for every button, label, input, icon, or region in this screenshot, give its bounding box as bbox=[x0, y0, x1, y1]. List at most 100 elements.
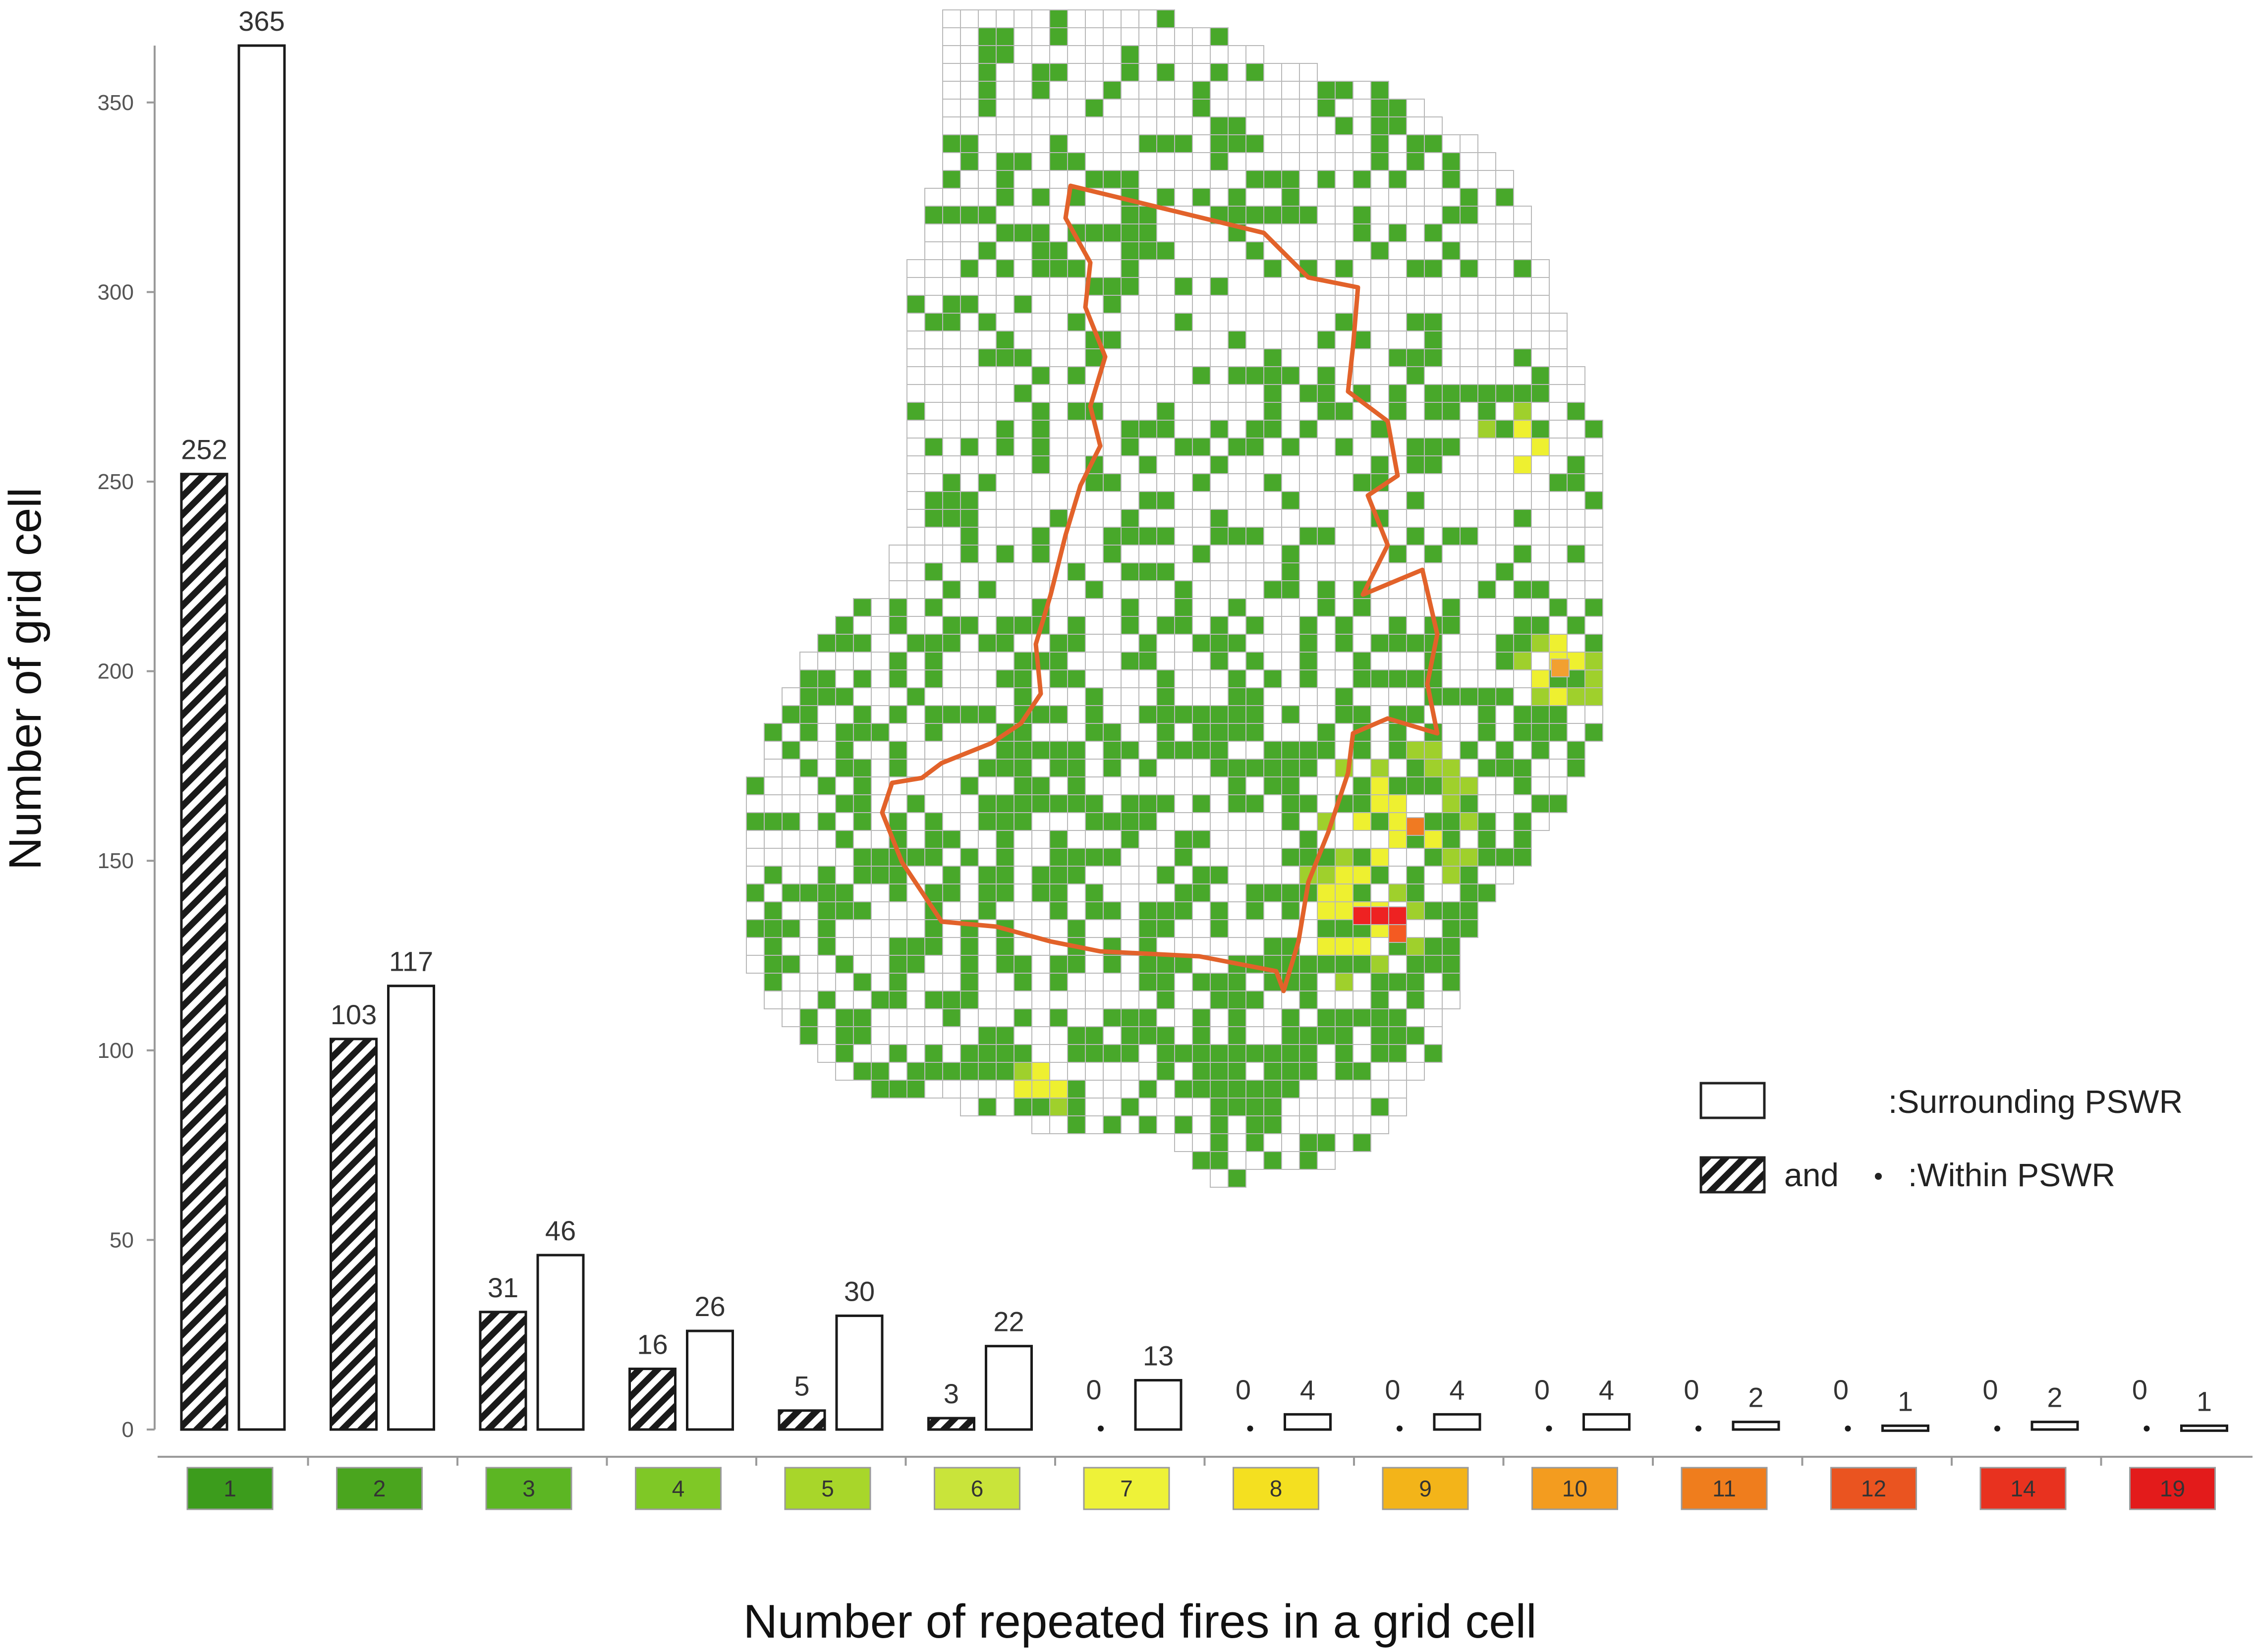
map-cell bbox=[1103, 223, 1122, 242]
map-cell bbox=[1424, 883, 1443, 902]
map-cell bbox=[1299, 473, 1318, 492]
map-cell bbox=[1156, 9, 1175, 28]
map-cell bbox=[1014, 937, 1032, 956]
pswr-boundary bbox=[880, 183, 1440, 993]
map-cell bbox=[1192, 901, 1211, 920]
map-cell bbox=[1477, 420, 1496, 439]
map-cell bbox=[1424, 1026, 1443, 1045]
map-cell bbox=[1388, 330, 1407, 349]
map-cell bbox=[1263, 259, 1282, 278]
bar-value-label: 4 bbox=[1300, 1374, 1315, 1405]
map-cell bbox=[1335, 438, 1353, 456]
map-cell bbox=[1460, 473, 1478, 492]
map-cell bbox=[1299, 313, 1318, 331]
map-cell bbox=[1513, 259, 1532, 278]
map-cell bbox=[1245, 794, 1264, 813]
map-cell bbox=[889, 1026, 907, 1045]
map-cell bbox=[960, 188, 979, 207]
map-cell bbox=[996, 330, 1015, 349]
map-cell bbox=[1049, 188, 1068, 207]
map-cell bbox=[1513, 848, 1532, 867]
map-cell bbox=[1245, 723, 1264, 742]
map-cell bbox=[1567, 723, 1585, 742]
map-cell bbox=[1228, 438, 1246, 456]
map-cell bbox=[1567, 759, 1585, 777]
bar-surrounding bbox=[985, 1345, 1033, 1431]
map-cell bbox=[1406, 883, 1425, 902]
map-cell bbox=[1460, 652, 1478, 670]
map-cell bbox=[1370, 366, 1389, 385]
map-cell bbox=[1335, 830, 1353, 849]
map-cell bbox=[853, 973, 872, 991]
map-cell bbox=[1156, 152, 1175, 171]
map-cell bbox=[1317, 348, 1336, 367]
map-cell bbox=[1460, 509, 1478, 528]
map-cell bbox=[1245, 705, 1264, 724]
map-cell bbox=[1210, 1008, 1229, 1027]
map-cell bbox=[1245, 99, 1264, 117]
map-cell bbox=[1442, 491, 1461, 510]
map-cell bbox=[1156, 99, 1175, 117]
map-cell bbox=[1121, 366, 1139, 385]
map-cell bbox=[1014, 491, 1032, 510]
map-cell bbox=[1085, 1026, 1104, 1045]
map-cell bbox=[1424, 170, 1443, 189]
map-cell bbox=[906, 527, 925, 546]
map-cell bbox=[996, 188, 1015, 207]
map-cell bbox=[1103, 438, 1122, 456]
map-cell bbox=[1138, 919, 1157, 938]
map-cell bbox=[1121, 1098, 1139, 1116]
map-cell bbox=[1317, 1080, 1336, 1099]
map-cell bbox=[1281, 99, 1300, 117]
bar-value-label: 0 bbox=[1982, 1374, 1998, 1405]
map-cell bbox=[1495, 330, 1514, 349]
map-cell bbox=[1103, 152, 1122, 171]
map-cell bbox=[942, 669, 961, 688]
map-cell bbox=[1513, 473, 1532, 492]
map-cell bbox=[1049, 491, 1068, 510]
map-cell bbox=[1299, 776, 1318, 795]
map-cell bbox=[1567, 402, 1585, 421]
map-cell bbox=[1281, 134, 1300, 153]
map-cell bbox=[1281, 491, 1300, 510]
map-cell bbox=[924, 1008, 943, 1027]
map-cell bbox=[835, 973, 854, 991]
map-cell bbox=[942, 438, 961, 456]
map-cell bbox=[1477, 223, 1496, 242]
map-cell bbox=[906, 277, 925, 296]
map-cell bbox=[1442, 652, 1461, 670]
map-cell bbox=[1299, 206, 1318, 224]
map-cell bbox=[889, 1062, 907, 1081]
map-cell bbox=[1317, 170, 1336, 189]
map-cell bbox=[1067, 545, 1086, 563]
map-cell bbox=[924, 1026, 943, 1045]
map-cell bbox=[1513, 402, 1532, 421]
map-cell bbox=[1317, 473, 1336, 492]
map-cell bbox=[1156, 634, 1175, 653]
map-cell bbox=[906, 812, 925, 831]
map-cell bbox=[1121, 402, 1139, 421]
map-cell bbox=[906, 366, 925, 385]
bar-value-label: 46 bbox=[545, 1215, 576, 1246]
map-cell bbox=[906, 794, 925, 813]
map-cell bbox=[978, 616, 997, 635]
map-cell bbox=[960, 562, 979, 581]
map-cell bbox=[1549, 509, 1568, 528]
map-cell bbox=[1228, 652, 1246, 670]
map-cell bbox=[853, 741, 872, 760]
map-cell bbox=[1317, 955, 1336, 974]
map-cell bbox=[1156, 652, 1175, 670]
map-cell bbox=[960, 438, 979, 456]
map-cell bbox=[1477, 277, 1496, 296]
x-tick-label: 1 bbox=[224, 1476, 236, 1501]
map-cell bbox=[1317, 919, 1336, 938]
map-cell bbox=[1424, 794, 1443, 813]
map-cell bbox=[1121, 63, 1139, 82]
map-cell bbox=[1442, 616, 1461, 635]
map-cell bbox=[1353, 562, 1371, 581]
map-cell bbox=[1014, 509, 1032, 528]
map-cell bbox=[1014, 616, 1032, 635]
map-cell bbox=[835, 794, 854, 813]
map-cell bbox=[978, 883, 997, 902]
map-cell bbox=[1370, 669, 1389, 688]
